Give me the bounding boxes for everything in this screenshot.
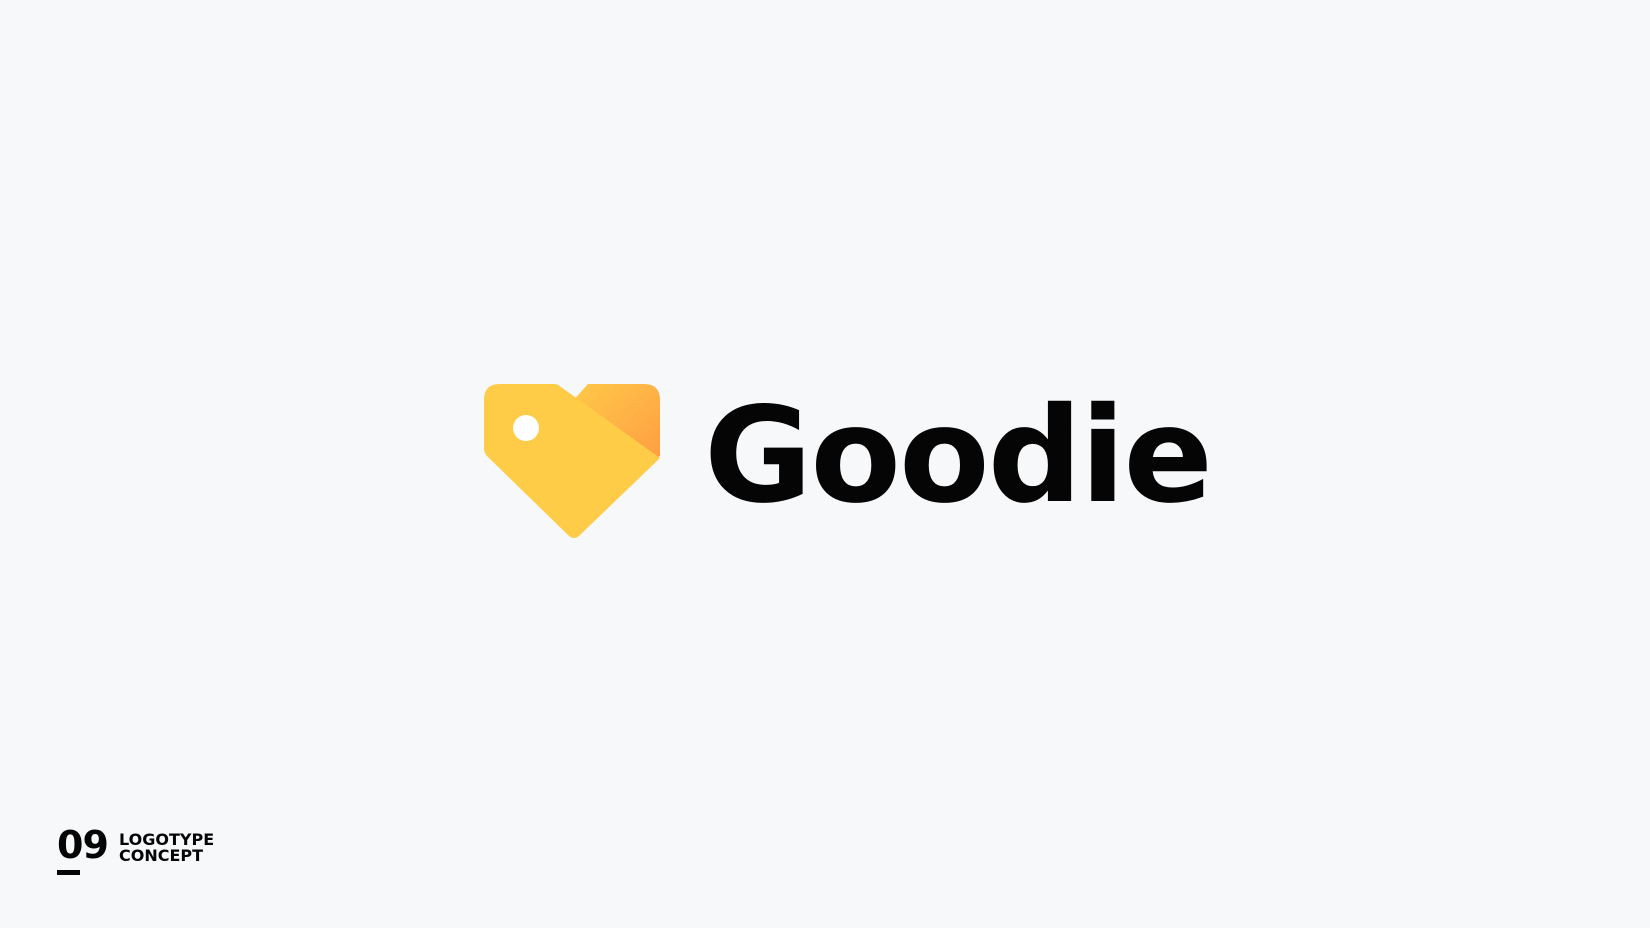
concept-label-line-1: LOGOTYPE: [119, 830, 215, 849]
brand-wordmark: Goodie: [704, 379, 1213, 533]
concept-number: 09: [57, 823, 109, 867]
logo-lockup: Goodie: [484, 384, 1213, 544]
concept-label: LOGOTYPE CONCEPT: [119, 832, 214, 864]
concept-underline: [57, 870, 80, 875]
concept-label-line-2: CONCEPT: [119, 846, 204, 865]
price-tag-heart-icon: [484, 384, 664, 544]
concept-tag: 09 LOGOTYPE CONCEPT: [57, 826, 257, 878]
